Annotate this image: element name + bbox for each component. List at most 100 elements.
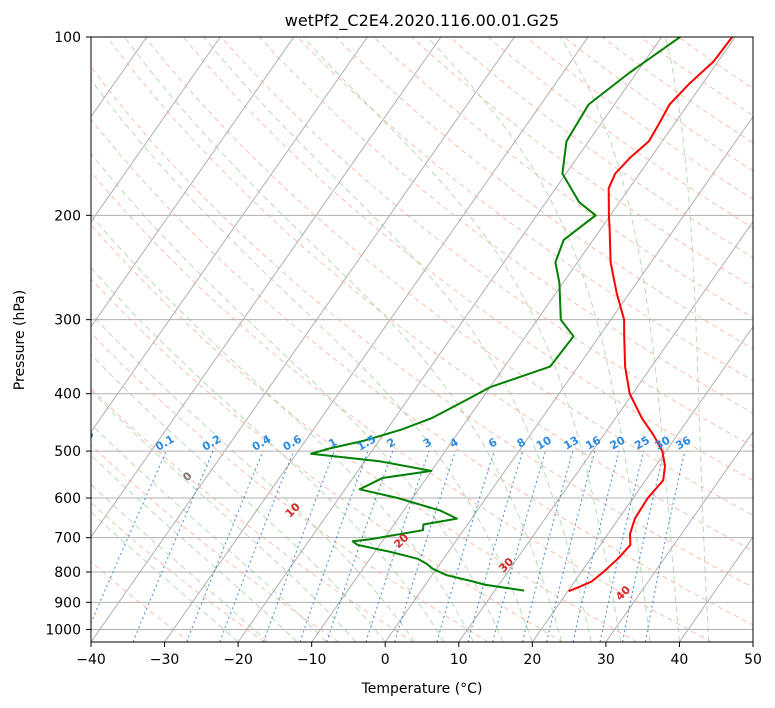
dry-adiabat-line (182, 37, 753, 482)
dry-adiabat-line (487, 37, 753, 229)
x-tick-label: −10 (297, 652, 327, 668)
x-tick-label: −40 (76, 652, 106, 668)
moist-adiabat-line (91, 267, 445, 642)
x-tick-label: 20 (523, 652, 541, 668)
y-axis-label: Pressure (hPa) (12, 290, 28, 390)
mixing-ratio-line (326, 450, 394, 642)
mixing-ratio-label: 20 (608, 433, 628, 452)
x-axis-label: Temperature (°C) (361, 681, 483, 697)
skewed-isotherms (0, 37, 753, 642)
mixing-ratio-line (492, 450, 546, 642)
dry-adiabat-line (91, 444, 340, 642)
isotherm-line (91, 37, 515, 642)
moist-adiabat-line (91, 79, 533, 642)
y-tick-label: 1000 (45, 622, 81, 638)
y-tick-label: 200 (54, 208, 81, 224)
mixing-ratio-line (599, 450, 645, 642)
y-axis-ticks: 1000 900 800 700 600 500 400 300 200 100 (45, 30, 91, 638)
dry-adiabat-label: -10 (73, 427, 96, 450)
moist-adiabat-line (665, 37, 710, 642)
moist-adiabat-line (91, 423, 327, 642)
moist-adiabat-line (91, 353, 386, 642)
mixing-ratio-line (394, 450, 456, 642)
dry-adiabat-line (335, 37, 753, 350)
moist-adiabat-line (91, 454, 298, 642)
dry-adiabat-line (91, 118, 753, 626)
mixing-ratio-label: 25 (632, 434, 652, 453)
mixing-ratio-lines (91, 450, 686, 642)
isotherm-line (605, 430, 753, 642)
dry-adiabat-line (91, 224, 638, 642)
x-tick-label: −30 (150, 652, 180, 668)
mixing-ratio-label: 0.6 (281, 432, 305, 453)
isotherm-line (531, 325, 753, 642)
mixing-ratio-label: 4 (447, 435, 460, 450)
moist-adiabat-line (123, 37, 563, 642)
dry-adiabat-label: 40 (613, 583, 633, 603)
moist-adiabat-line (91, 152, 504, 642)
mixing-ratio-label: 3 (421, 435, 434, 450)
moist-adiabat-line (203, 37, 592, 642)
mixing-ratio-label: 1.5 (355, 433, 378, 454)
isotherm-line (91, 37, 221, 223)
mixing-ratio-line (299, 450, 369, 642)
dry-adiabat-line (449, 37, 753, 258)
moist-adiabat-line (91, 214, 474, 642)
sounding-series-line (310, 37, 681, 592)
mixing-ratio-label: 30 (653, 433, 673, 452)
mixing-ratio-line (546, 450, 596, 642)
moist-adiabat-line (91, 390, 357, 642)
isotherm-line (458, 220, 753, 642)
mixing-ratio-line (522, 450, 574, 642)
mixing-ratio-label: 0.2 (200, 433, 223, 454)
plot-frame (90, 36, 754, 643)
isotherm-line (91, 37, 295, 328)
sounding-series-line (568, 37, 733, 593)
mixing-ratio-line (186, 450, 264, 642)
isotherm-line (91, 37, 442, 538)
isobar-gridlines (91, 37, 753, 630)
mixing-ratio-label: 0.1 (153, 433, 176, 454)
mixing-ratio-line (132, 450, 214, 642)
dry-adiabat-line (144, 37, 753, 516)
y-tick-label: 500 (54, 444, 81, 460)
isotherm-line (91, 37, 368, 433)
mixing-ratio-line (644, 450, 686, 642)
moist-adiabat-line (91, 511, 239, 642)
mixing-ratio-label: 10 (534, 433, 554, 452)
isotherm-line (164, 37, 589, 642)
moist-adiabat-line (559, 37, 680, 642)
x-tick-label: 40 (671, 652, 689, 668)
mixing-ratio-line (436, 450, 495, 642)
isotherm-line (237, 37, 663, 642)
mixing-ratio-line (219, 450, 295, 642)
dry-adiabat-line (220, 37, 753, 447)
moist-adiabats (91, 37, 710, 642)
isotherm-line (0, 37, 73, 642)
mixing-ratio-line (263, 450, 335, 642)
moist-adiabat-line (302, 37, 622, 642)
mixing-ratio-line (91, 450, 167, 625)
mixing-ratio-line (572, 450, 620, 642)
mixing-ratio-line (622, 450, 665, 642)
x-tick-label: 50 (744, 652, 762, 668)
dry-adiabat-line (91, 66, 753, 588)
y-tick-label: 100 (54, 30, 81, 46)
dry-adiabat-line (91, 277, 563, 642)
dry-adiabat-line (106, 37, 753, 552)
isotherm-line (752, 641, 753, 642)
x-tick-label: −20 (223, 652, 253, 668)
dry-adiabat-line (525, 37, 753, 200)
mixing-ratio-label: 16 (583, 433, 603, 452)
mixing-ratio-line (467, 450, 524, 642)
dry-adiabat-line (411, 37, 753, 288)
x-tick-label: 10 (450, 652, 468, 668)
dry-adiabat-line (297, 37, 753, 382)
sounding-profiles (310, 37, 733, 593)
dry-adiabat-line (678, 37, 753, 90)
dry-adiabat-line (91, 332, 489, 642)
isotherm-line (311, 37, 736, 642)
x-tick-label: 0 (381, 652, 390, 668)
y-tick-label: 400 (54, 387, 81, 403)
